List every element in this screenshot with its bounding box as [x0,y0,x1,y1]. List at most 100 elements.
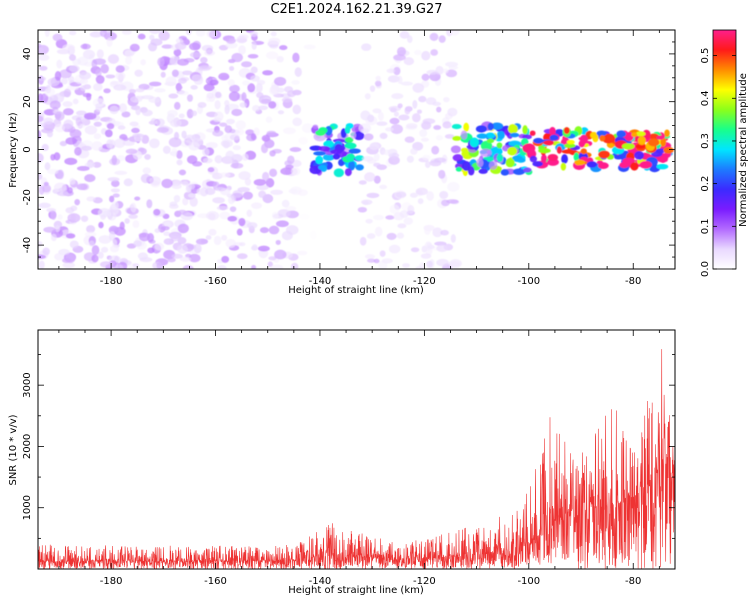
spectrogram-cell [225,118,236,125]
spectrogram-cell [97,251,104,259]
spectrogram-cell [107,177,120,182]
spectrogram-cell [202,147,210,157]
spectrogram-cell [390,124,403,135]
spectrogram-cell [396,46,407,57]
spectrogram-cell [213,235,222,246]
spectrogram-cell [170,233,181,242]
spectrogram-cell [433,125,442,130]
spectrogram-cell [507,146,518,156]
spectrogram-cell [238,171,251,180]
spectrogram-cell [236,253,248,260]
spectrogram-cell [181,180,189,187]
colorbar-tick-label: 0.3 [700,133,711,149]
spectrogram-cell [431,145,440,155]
spectrogram-cell [406,155,414,163]
spectrogram-cell [142,167,151,174]
spectrogram-cell [185,30,192,36]
spectrogram-cell [99,30,108,37]
spectrogram-cell [38,129,42,140]
spectrogram-cell [385,127,394,132]
spectrogram-cell [107,54,120,64]
spectrogram-cell [108,231,116,241]
spectrogram-cell [205,141,218,149]
spectrogram-cell [297,250,308,256]
spectrogram-cell [141,95,154,100]
spectrogram-cell [219,122,228,127]
y-tick-label: 3000 [22,372,33,397]
spectrogram-cell [422,118,436,125]
spectrogram-cell [91,245,100,256]
spectrogram-cell [285,206,297,211]
spectrogram-cell [124,218,130,224]
spectrogram-cell [271,211,279,220]
spectrogram-cell [239,242,246,247]
spectrogram-cell [86,196,96,202]
spectrogram-cell [420,137,430,142]
spectrogram-cell [660,137,667,147]
spectrogram-cell [140,173,152,184]
spectrogram-cell [426,191,434,201]
spectrogram-cell [280,167,293,176]
spectrogram-cell [228,195,235,205]
spectrogram-cell [438,169,446,179]
spectrogram-cell [218,172,231,178]
spectrogram-cell [69,129,82,139]
spectrogram-cell [114,170,128,176]
spectrogram-cell [224,125,233,134]
y-tick-label: 20 [22,95,33,108]
spectrogram-cell [487,122,494,131]
snr-background [38,330,675,569]
spectrogram-cell [231,108,243,117]
spectrogram-cell [111,155,118,165]
spectrogram-cell [121,30,132,35]
spectrogram-cell [251,265,257,269]
spectrogram-cell [153,208,161,216]
spectrogram-cell [44,162,51,171]
spectrogram-cell [417,198,424,205]
spectrogram-cell [663,146,674,154]
spectrogram-cell [463,122,470,132]
spectrogram-cell [130,202,137,213]
spectrogram-cell [355,164,364,171]
spectrogram-cell [318,145,331,152]
colorbar: 0.0 0.1 0.2 0.3 0.4 0.5 Normalized spectral a… [700,29,749,277]
spectrogram-cell [366,233,376,239]
spectrogram-cell [75,117,82,126]
spectrogram-cell [381,149,394,156]
spectrogram-cell [56,59,63,69]
spectrogram-cell [284,86,294,93]
spectrogram-cell [42,247,50,256]
spectrogram-cell [193,243,202,254]
spectrogram-x-label: Height of straight line (km) [288,285,424,296]
spectrogram-cell [414,49,422,56]
spectrogram-cell [289,147,302,152]
spectrogram-cell [134,196,141,201]
spectrogram-cell [432,227,443,238]
spectrogram-cell [52,33,63,42]
spectrogram-cell [137,33,146,40]
spectrogram-cell [149,30,161,35]
spectrogram-cell [407,204,415,214]
spectrogram-cell [229,206,237,213]
spectrogram-cell [386,68,396,74]
spectrogram-cell [95,69,102,77]
spectrogram-cell [62,101,73,107]
spectrogram-cell [109,195,115,203]
spectrogram-cell [359,236,367,246]
spectrogram-cell [261,98,272,104]
spectrogram-cell [43,117,54,125]
spectrogram-cell [403,217,414,225]
spectrogram-cell [522,125,528,135]
spectrogram-cell [62,262,76,269]
spectrogram-cell [486,138,495,144]
spectrogram-cell [579,134,588,145]
chart-title: C2E1.2024.162.21.39.G27 [270,2,443,17]
spectrogram-cell [586,161,598,168]
spectrogram-cell [385,215,395,220]
spectrogram-cell [270,264,284,269]
spectrogram-cell [149,34,155,41]
spectrogram-cell [95,75,105,84]
spectrogram-cell [79,71,92,80]
spectrogram-cell [241,61,252,68]
spectrogram-cell [488,160,498,170]
